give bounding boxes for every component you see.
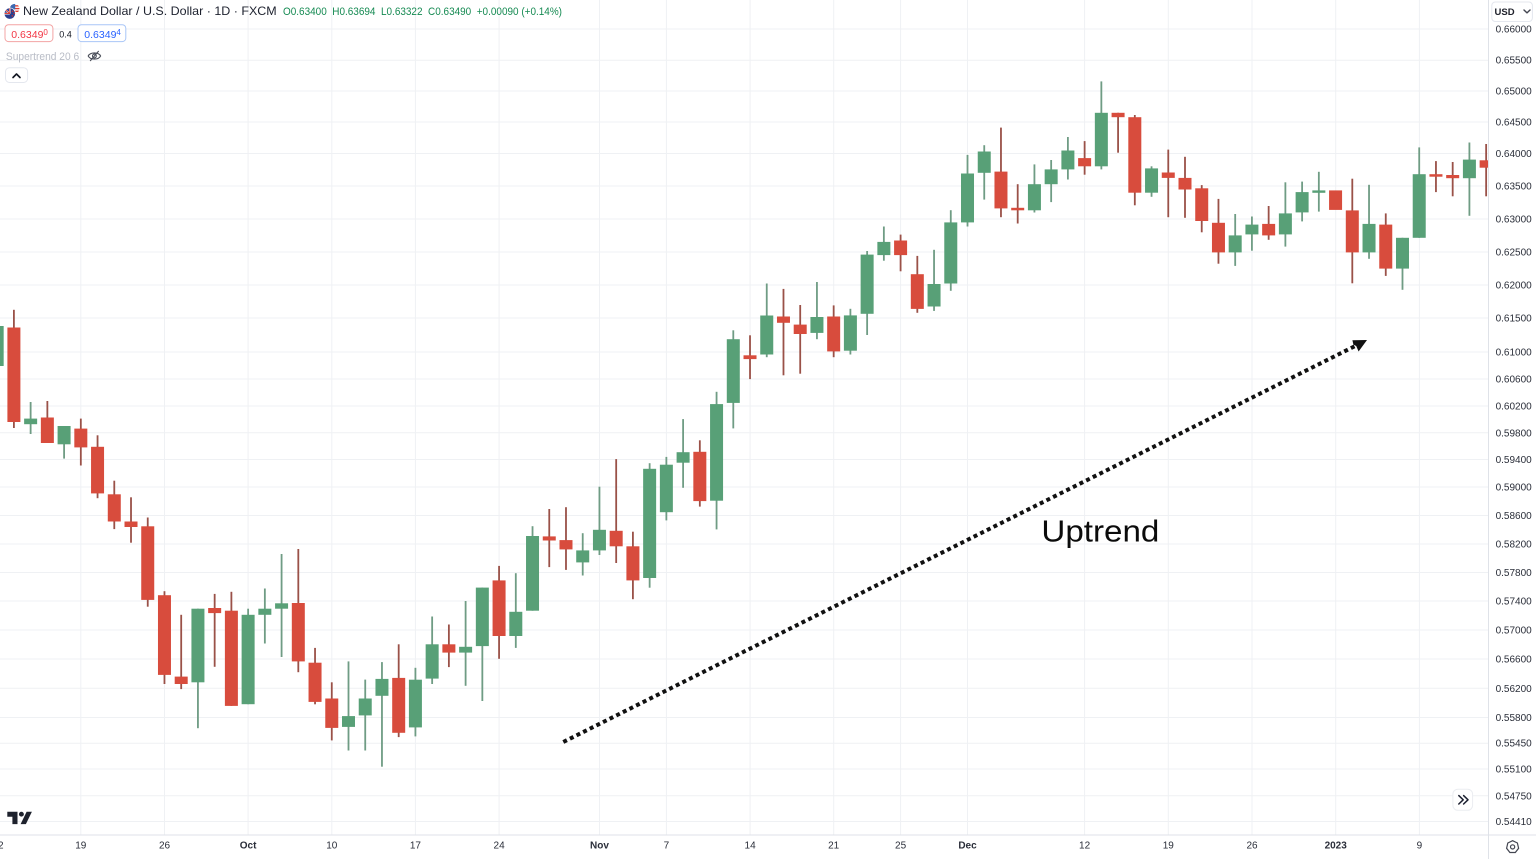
svg-text:New Zealand Dollar / U.S. Doll: New Zealand Dollar / U.S. Dollar · 1D · … xyxy=(23,4,277,18)
svg-text:0.55800: 0.55800 xyxy=(1496,713,1533,724)
svg-text:0.65500: 0.65500 xyxy=(1496,56,1533,67)
svg-text:14: 14 xyxy=(745,840,757,851)
svg-text:2023: 2023 xyxy=(1325,840,1348,851)
svg-text:Uptrend: Uptrend xyxy=(1041,514,1159,549)
svg-text:0.62500: 0.62500 xyxy=(1496,248,1533,259)
svg-text:0.59400: 0.59400 xyxy=(1496,455,1533,466)
svg-text:9: 9 xyxy=(1417,840,1423,851)
svg-text:0.63500: 0.63500 xyxy=(1496,182,1533,193)
svg-text:0.61000: 0.61000 xyxy=(1496,348,1533,359)
svg-text:0.55100: 0.55100 xyxy=(1496,765,1533,776)
svg-text:0.55450: 0.55450 xyxy=(1496,739,1533,750)
svg-text:0.59000: 0.59000 xyxy=(1496,483,1533,494)
svg-text:0.63000: 0.63000 xyxy=(1496,215,1533,226)
svg-text:Oct: Oct xyxy=(240,840,257,851)
svg-text:19: 19 xyxy=(1163,840,1175,851)
svg-text:24: 24 xyxy=(494,840,506,851)
svg-text:0.56600: 0.56600 xyxy=(1496,655,1533,666)
svg-text:0.54410: 0.54410 xyxy=(1496,817,1533,828)
svg-text:0.63494: 0.63494 xyxy=(84,28,121,41)
svg-text:0.66000: 0.66000 xyxy=(1496,25,1533,36)
svg-text:0.4: 0.4 xyxy=(59,30,72,40)
svg-text:7: 7 xyxy=(664,840,670,851)
svg-text:26: 26 xyxy=(1246,840,1258,851)
svg-text:17: 17 xyxy=(410,840,422,851)
svg-text:Supertrend 20 6: Supertrend 20 6 xyxy=(6,51,79,63)
svg-text:0.64500: 0.64500 xyxy=(1496,118,1533,129)
svg-text:Nov: Nov xyxy=(590,840,609,851)
svg-text:26: 26 xyxy=(159,840,171,851)
svg-text:Dec: Dec xyxy=(958,840,977,851)
svg-text:10: 10 xyxy=(326,840,338,851)
svg-text:0.61500: 0.61500 xyxy=(1496,314,1533,325)
svg-text:0.65000: 0.65000 xyxy=(1496,87,1533,98)
svg-text:O0.63400 H0.63694 L0.63322: O0.63400 H0.63694 L0.63322 C0.63490 +0.0… xyxy=(283,6,562,18)
svg-text:19: 19 xyxy=(75,840,87,851)
svg-text:0.60600: 0.60600 xyxy=(1496,375,1533,386)
svg-text:0.62000: 0.62000 xyxy=(1496,281,1533,292)
svg-text:0.59800: 0.59800 xyxy=(1496,428,1533,439)
svg-text:0.57000: 0.57000 xyxy=(1496,626,1533,637)
svg-text:0.60200: 0.60200 xyxy=(1496,402,1533,413)
svg-text:0.63490: 0.63490 xyxy=(11,28,48,41)
svg-text:0.58200: 0.58200 xyxy=(1496,540,1533,551)
svg-text:21: 21 xyxy=(828,840,840,851)
svg-text:25: 25 xyxy=(895,840,907,851)
svg-text:12: 12 xyxy=(1079,840,1091,851)
svg-text:USD: USD xyxy=(1495,7,1515,18)
svg-text:12: 12 xyxy=(0,840,4,851)
svg-text:0.57400: 0.57400 xyxy=(1496,597,1533,608)
svg-text:0.54750: 0.54750 xyxy=(1496,791,1533,802)
svg-text:0.56200: 0.56200 xyxy=(1496,684,1533,695)
svg-text:0.57800: 0.57800 xyxy=(1496,568,1533,579)
svg-text:0.64000: 0.64000 xyxy=(1496,149,1533,160)
svg-text:0.58600: 0.58600 xyxy=(1496,511,1533,522)
